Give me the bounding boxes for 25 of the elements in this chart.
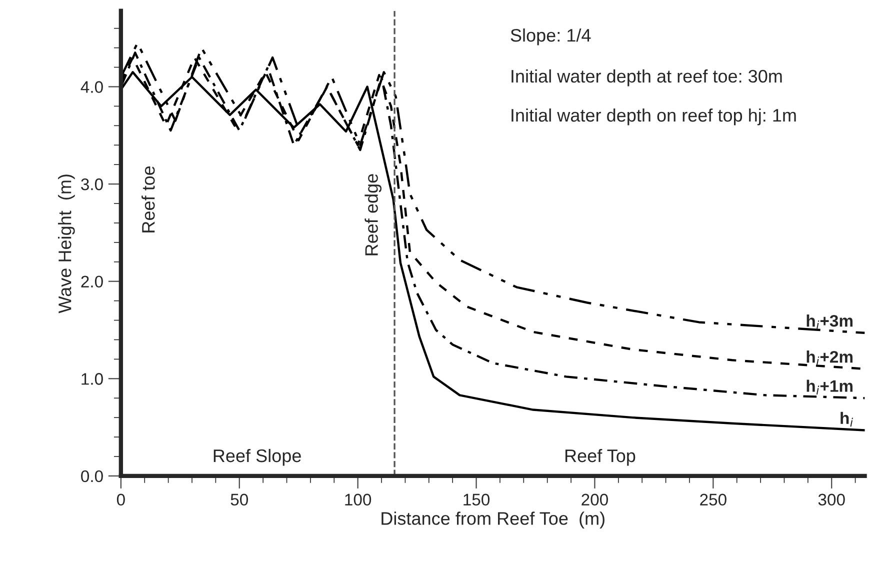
x-tick-label: 100 <box>345 494 372 506</box>
y-tick-label: 4.0 <box>80 81 103 93</box>
series-label: h$_{i}$+1m <box>806 380 852 395</box>
y-tick-label: 3.0 <box>81 178 103 190</box>
annotation: Reef Slope <box>214 448 301 466</box>
y-tick-label: 1.0 <box>82 373 103 385</box>
annotation: Reef Top <box>565 448 636 466</box>
x-tick-label: 50 <box>230 494 248 506</box>
y-tick-label: 2.0 <box>81 276 103 288</box>
x-tick-label: 300 <box>818 494 845 506</box>
series-label: h$_{i}$+2m <box>806 350 852 366</box>
x-axis-title: Distance from Reef Toe (m) <box>382 512 604 528</box>
series-label: h$_{i}$ <box>840 412 854 427</box>
y-axis-title: Wave Height (m) <box>58 174 75 314</box>
x-tick-label: 0 <box>116 494 125 506</box>
x-tick-label: 200 <box>582 494 608 506</box>
annotation: Initial water depth on reef top hj: 1m <box>512 108 796 126</box>
annotation: Initial water depth at reef toe: 30m <box>512 69 782 86</box>
annotation: Reef edge <box>364 174 382 256</box>
annotation: Reef toe <box>142 166 155 232</box>
series-label: h$_{i}$+3m <box>806 314 852 330</box>
y-tick-label: 0.0 <box>81 470 103 482</box>
x-tick-label: 250 <box>700 494 726 506</box>
x-tick-label: 150 <box>464 494 490 506</box>
annotation: Slope: 1/4 <box>510 28 591 46</box>
